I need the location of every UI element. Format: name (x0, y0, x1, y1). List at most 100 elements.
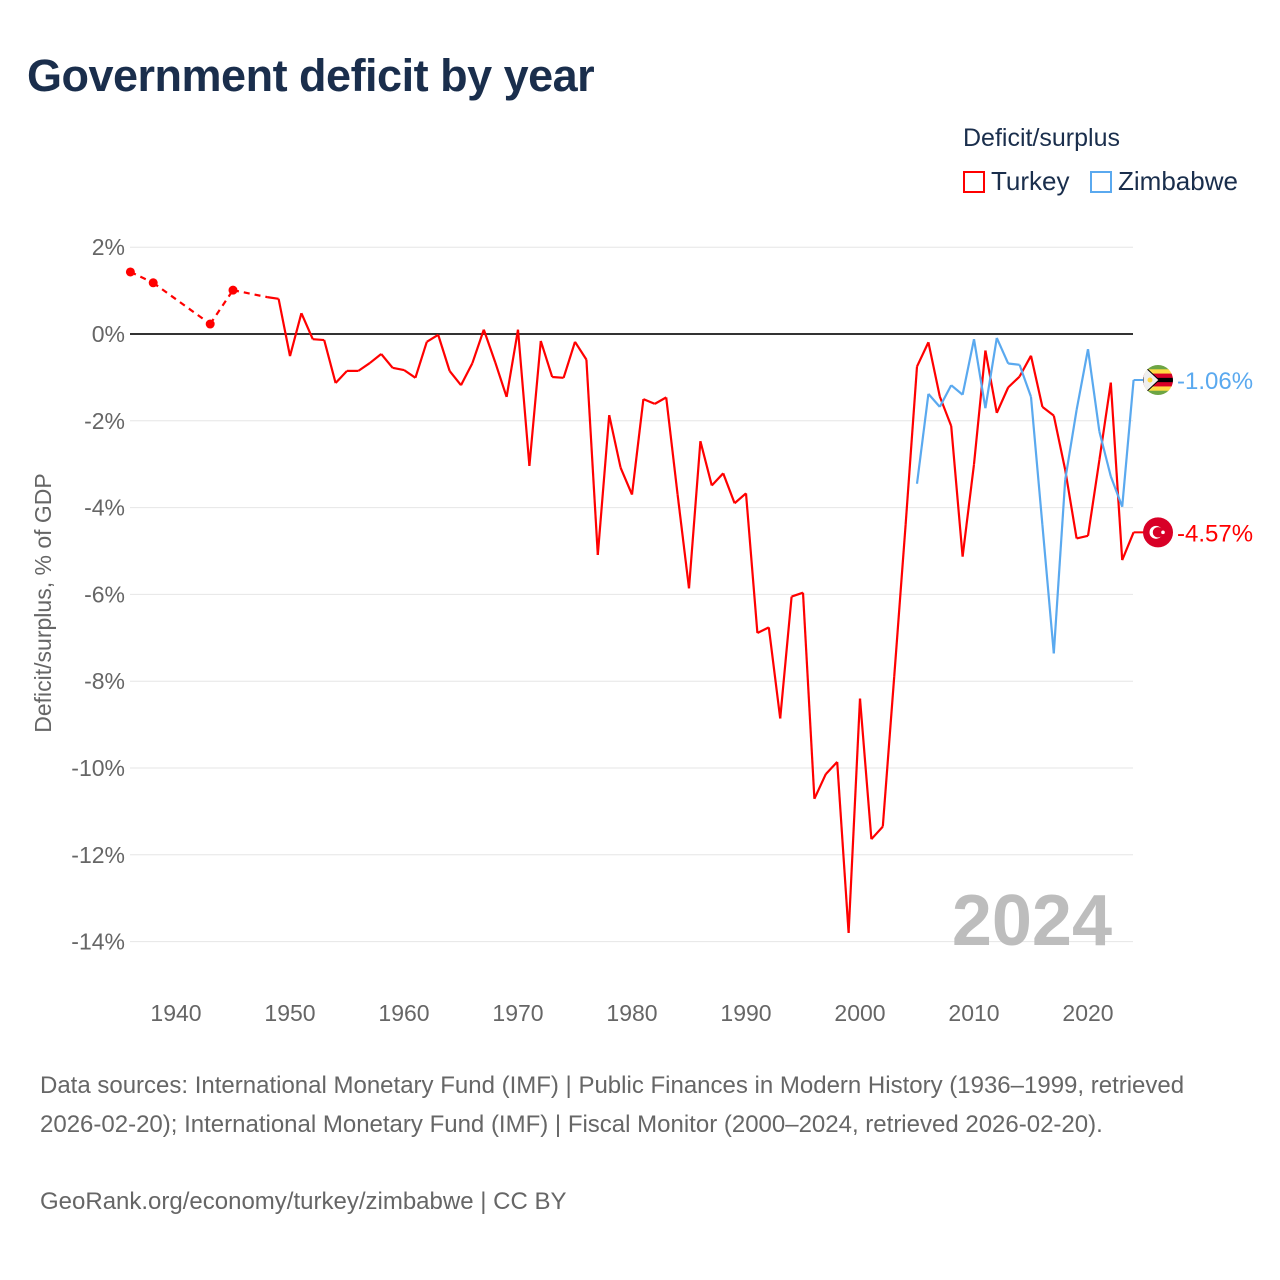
turkey-line-segment (904, 366, 919, 526)
y-tick-label: -4% (84, 495, 125, 521)
turkey-line-segment (961, 464, 976, 557)
turkey-line-segment (733, 492, 747, 505)
y-tick-label: -10% (71, 755, 125, 781)
y-tick-label: -14% (71, 929, 125, 955)
turkey-line-segment (870, 825, 884, 840)
turkey-line-segment (916, 341, 930, 368)
turkey-line-segment (1018, 355, 1032, 378)
x-tick-label: 1990 (720, 1000, 771, 1026)
turkey-line-segment (824, 761, 839, 775)
turkey-line-segment (858, 698, 873, 840)
turkey-line-segment (950, 425, 964, 557)
turkey-line-segment (619, 467, 634, 496)
turkey-line-segment (505, 329, 520, 398)
turkey-line-segment (516, 329, 531, 467)
turkey-line-segment (482, 329, 497, 363)
y-axis-label: Deficit/surplus, % of GDP (30, 473, 56, 732)
gridlines (130, 246, 1133, 943)
zimbabwe-line-segment (950, 384, 964, 396)
turkey-data-point (148, 278, 158, 288)
zimbabwe-line-segment (961, 338, 976, 395)
turkey-line-segment (1064, 469, 1078, 539)
turkey-line-segment (267, 296, 279, 300)
zimbabwe-end-value: -1.06% (1177, 368, 1253, 395)
turkey-line-segment (654, 396, 667, 405)
turkey-line-segment (744, 493, 759, 634)
turkey-data-point (205, 319, 215, 329)
legend-label: Zimbabwe (1118, 166, 1238, 196)
zimbabwe-line-segment (1109, 475, 1124, 508)
zimbabwe-line-segment (927, 393, 941, 408)
turkey-line-segment (836, 761, 850, 933)
turkey-line-segment (791, 591, 804, 598)
turkey-data-point (125, 267, 135, 277)
turkey-line-segment (369, 353, 382, 364)
zimbabwe-line-segment (1052, 479, 1067, 654)
legend-swatch-zimbabwe (1090, 170, 1112, 193)
turkey-line-segment (528, 340, 542, 467)
data-sources: Data sources: International Monetary Fun… (40, 1072, 1185, 1138)
turkey-line-segment (288, 312, 303, 357)
legend-title: Deficit/surplus (963, 124, 1120, 152)
x-tick-label: 1960 (378, 1000, 429, 1026)
turkey-line-segment (1086, 459, 1101, 536)
turkey-flag-star (1161, 530, 1165, 535)
turkey-line-segment (448, 370, 462, 386)
zimbabwe-line-segment (984, 337, 998, 409)
zimbabwe-line-segment (1075, 348, 1090, 411)
turkey-line-segment (403, 369, 417, 379)
turkey-end-value: -4.57% (1177, 520, 1253, 547)
turkey-line-segment (426, 333, 439, 343)
turkey-line-segment (722, 472, 736, 504)
turkey-line-segment (984, 350, 998, 414)
turkey-line-segment (1007, 375, 1021, 389)
zimbabwe-line-segment (938, 384, 953, 408)
x-tick-label: 2000 (834, 1000, 885, 1026)
turkey-line-segment (767, 627, 782, 719)
turkey-line-segment (801, 592, 816, 799)
turkey-line-segment (710, 472, 725, 487)
x-tick-label: 1980 (606, 1000, 657, 1026)
zimbabwe-line-segment (1121, 379, 1135, 507)
y-tick-label: 2% (92, 234, 125, 260)
turkey-line-segment (687, 441, 702, 589)
legend-item-zimbabwe[interactable]: Zimbabwe (1090, 166, 1238, 197)
turkey-line-segment (1098, 382, 1112, 461)
x-tick-label: 1970 (492, 1000, 543, 1026)
turkey-line-segment (881, 676, 896, 827)
year-watermark: 2024 (952, 881, 1112, 961)
turkey-line-segment (552, 375, 564, 379)
turkey-line-segment (471, 329, 485, 364)
y-axis-ticks: 2% 0% -2% -4% -6% -8% -10% -12% -14% (71, 234, 125, 954)
zimbabwe-line-segment (1029, 396, 1044, 526)
turkey-line-segment (995, 386, 1010, 414)
credit-link[interactable]: GeoRank.org/economy/turkey/zimbabwe | CC… (40, 1188, 567, 1215)
turkey-flag-crescent-cut (1152, 527, 1164, 538)
zimbabwe-line-segment (995, 337, 1010, 364)
turkey-line-segment (596, 415, 611, 555)
turkey-line-segment (608, 414, 622, 468)
turkey-line-segment (334, 370, 348, 384)
turkey-line-segment (927, 342, 941, 397)
turkey-line-segment (756, 626, 770, 635)
turkey-line-segment (1109, 382, 1124, 561)
turkey-line-segment (357, 362, 371, 372)
turkey-line-segment (460, 362, 474, 386)
turkey-line-segment (380, 353, 394, 369)
zimbabwe-line-segment (1064, 409, 1078, 481)
turkey-line-segment (1029, 355, 1044, 408)
turkey-line-segment (392, 366, 405, 372)
x-axis-ticks: 1940 1950 1960 1970 1980 1990 2000 2010 2020 (150, 1000, 1113, 1026)
y-tick-label: -2% (84, 408, 125, 434)
turkey-line-segment (972, 350, 987, 465)
y-tick-label: -8% (84, 668, 125, 694)
legend-label: Turkey (991, 166, 1070, 196)
x-tick-label: 2010 (948, 1000, 999, 1026)
turkey-data-point (228, 285, 238, 295)
turkey-line-segment (562, 341, 577, 379)
line-chart: 2% 0% -2% -4% -6% -8% -10% -12% -14% 1940 1950 196… (30, 234, 1253, 1026)
turkey-line-segment (300, 312, 314, 340)
turkey-line-segment (1041, 406, 1055, 417)
turkey-line-segment (312, 338, 325, 342)
legend-item-turkey[interactable]: Turkey (963, 166, 1070, 197)
